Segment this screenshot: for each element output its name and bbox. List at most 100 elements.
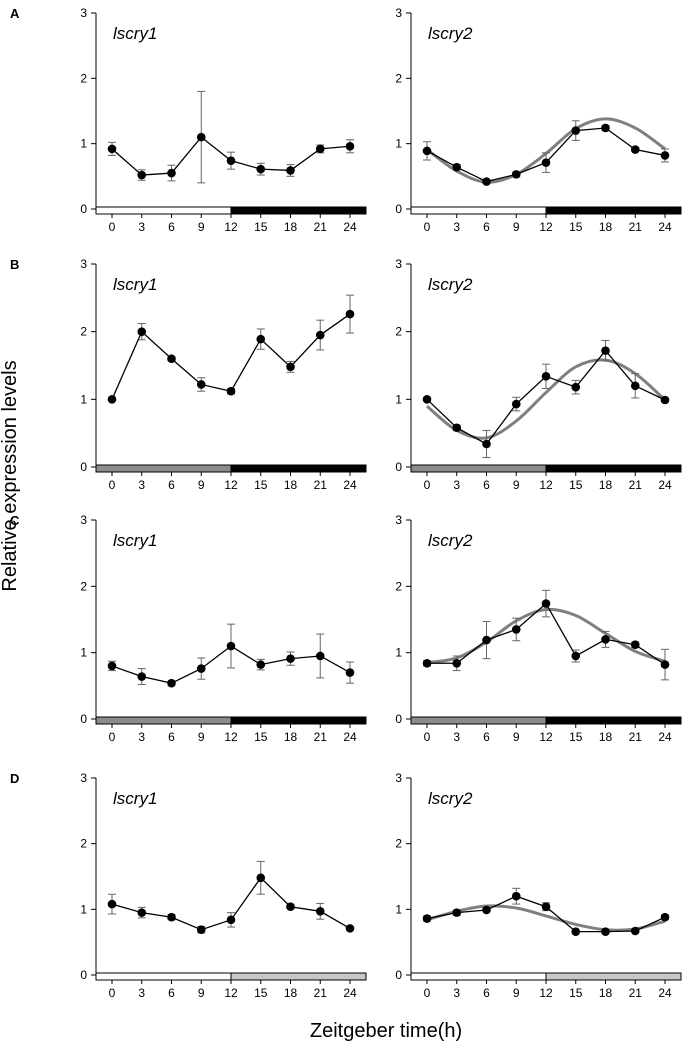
x-tick-label: 18 [599, 220, 613, 234]
data-point [630, 926, 640, 936]
x-tick-label: 9 [198, 220, 205, 234]
x-tick-label: 21 [314, 986, 328, 1000]
x-tick-label: 3 [453, 986, 460, 1000]
x-tick-label: 18 [599, 478, 613, 492]
gene-label: lscry1 [113, 531, 157, 550]
bar-second-half [230, 972, 367, 981]
data-point [452, 423, 462, 433]
data-point [137, 908, 147, 917]
y-tick-label: 3 [80, 513, 87, 527]
bar-second-half [230, 716, 367, 725]
y-tick-label: 2 [395, 71, 402, 85]
x-tick-label: 12 [539, 730, 553, 744]
x-tick-label: 0 [424, 478, 431, 492]
x-tick-label: 9 [198, 986, 205, 1000]
bar-second-half [545, 464, 682, 473]
x-tick-label: 24 [658, 730, 672, 744]
data-point [660, 912, 670, 922]
x-tick-label: 3 [138, 730, 145, 744]
data-line [111, 313, 351, 400]
y-tick-label: 1 [80, 392, 87, 406]
y-tick-label: 3 [80, 257, 87, 271]
x-tick-label: 15 [254, 220, 268, 234]
x-tick-label: 3 [453, 478, 460, 492]
y-tick-label: 2 [80, 579, 87, 593]
data-point [660, 660, 670, 669]
data-point [571, 382, 581, 392]
x-tick-label: 21 [314, 220, 328, 234]
data-point [630, 145, 640, 154]
data-point [601, 123, 610, 133]
bar-first-half [95, 716, 232, 725]
x-tick-label: 15 [254, 986, 268, 1000]
y-tick-label: 0 [395, 712, 402, 726]
data-point [601, 346, 610, 355]
bar-first-half [95, 206, 232, 215]
data-point [315, 907, 325, 916]
data-point [286, 166, 295, 175]
x-axis-title: Zeitgeber time(h) [310, 1020, 462, 1042]
data-point [256, 660, 266, 669]
x-tick-label: 0 [109, 478, 116, 492]
data-point [167, 678, 176, 688]
panel-letter: C [10, 513, 20, 528]
data-point [107, 899, 117, 909]
fit-curve [426, 607, 666, 665]
data-point [137, 170, 147, 180]
x-tick-label: 21 [629, 220, 643, 234]
x-tick-label: 12 [539, 478, 553, 492]
x-tick-label: 6 [483, 220, 490, 234]
fit-curve [426, 358, 667, 440]
x-tick-label: 0 [109, 986, 116, 1000]
data-point [226, 915, 236, 925]
x-tick-label: 15 [569, 986, 583, 1000]
x-tick-label: 3 [453, 730, 460, 744]
data-point [256, 334, 266, 344]
x-tick-label: 3 [138, 478, 145, 492]
data-point [541, 158, 551, 167]
fit-curve [426, 904, 666, 932]
y-tick-label: 2 [395, 579, 402, 593]
x-tick-label: 3 [453, 220, 460, 234]
x-tick-label: 18 [284, 730, 298, 744]
data-point [511, 170, 521, 179]
y-axis-title: Relative expression levels [0, 360, 21, 591]
data-point [541, 599, 551, 608]
data-point [452, 658, 462, 668]
x-tick-label: 6 [168, 986, 175, 1000]
data-point [571, 651, 581, 661]
data-point [315, 651, 325, 661]
y-tick-label: 0 [80, 202, 87, 216]
bar-first-half [410, 464, 547, 473]
y-tick-label: 3 [395, 257, 402, 271]
data-point [345, 924, 355, 933]
x-tick-label: 21 [629, 986, 643, 1000]
x-tick-label: 15 [569, 730, 583, 744]
data-point [226, 386, 236, 396]
x-tick-label: 9 [198, 730, 205, 744]
data-point [167, 912, 176, 922]
y-tick-label: 2 [395, 325, 402, 339]
x-tick-label: 15 [254, 730, 268, 744]
x-tick-label: 6 [168, 730, 175, 744]
x-tick-label: 6 [168, 220, 175, 234]
x-tick-label: 21 [314, 730, 328, 744]
y-tick-label: 0 [80, 712, 87, 726]
x-tick-label: 6 [483, 986, 490, 1000]
x-tick-label: 21 [314, 478, 328, 492]
data-point [422, 395, 432, 404]
y-tick-label: 1 [80, 902, 87, 916]
x-tick-label: 21 [629, 730, 643, 744]
x-tick-label: 0 [424, 730, 431, 744]
y-tick-label: 3 [80, 6, 87, 20]
x-tick-label: 15 [569, 478, 583, 492]
y-tick-label: 2 [80, 71, 87, 85]
data-point [196, 925, 206, 934]
bar-first-half [95, 972, 232, 981]
